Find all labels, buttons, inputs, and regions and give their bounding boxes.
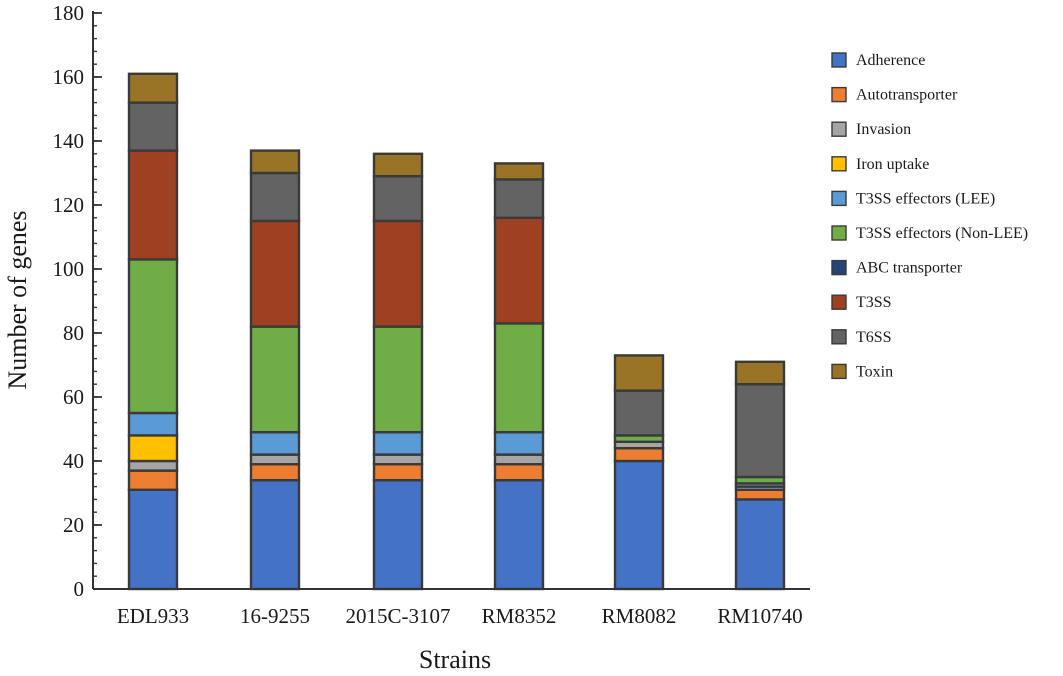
bar-segment xyxy=(613,447,665,463)
bar-segment xyxy=(372,453,424,466)
y-tick-label: 40 xyxy=(63,449,84,473)
bar-segment xyxy=(613,389,665,437)
y-tick-label: 0 xyxy=(74,577,85,601)
bar-segment xyxy=(372,174,424,223)
legend-swatch xyxy=(831,225,847,241)
x-tick-label: EDL933 xyxy=(117,604,189,628)
bar-segment xyxy=(127,459,179,472)
x-tick-label: RM10740 xyxy=(717,604,802,628)
y-tick-label: 140 xyxy=(53,129,85,153)
y-axis-title: Number of genes xyxy=(3,210,32,389)
y-tick-label: 60 xyxy=(63,385,84,409)
legend-swatch xyxy=(831,52,847,68)
y-tick-label: 180 xyxy=(53,1,85,25)
legend-label: Iron uptake xyxy=(856,156,929,173)
bar-segment xyxy=(493,178,545,219)
legend-label: T3SS xyxy=(856,294,892,311)
bar-segment xyxy=(127,469,179,492)
bar-segment xyxy=(249,219,301,328)
legend-swatch xyxy=(831,363,847,380)
y-tick-label: 100 xyxy=(53,257,85,281)
y-tick-label: 120 xyxy=(53,193,85,217)
x-axis: EDL933 16-9255 2015C-3107 RM8352 RM8082 RM107… xyxy=(93,588,810,628)
legend-label: T3SS effectors (Non-LEE) xyxy=(856,225,1028,242)
bar-segment xyxy=(613,459,665,591)
bar-segment xyxy=(493,216,545,325)
bar-segment xyxy=(127,149,179,261)
x-tick-label: 2015C-3107 xyxy=(346,604,451,628)
legend-swatch xyxy=(831,329,847,345)
legend-label: Invasion xyxy=(856,121,911,138)
bar-segment xyxy=(493,162,545,181)
legend-swatch xyxy=(831,121,847,137)
x-tick-label: RM8352 xyxy=(482,604,557,628)
bar-segment xyxy=(734,360,786,386)
x-tick-label: RM8082 xyxy=(602,604,677,628)
bar-segment xyxy=(249,149,301,175)
bar-segment xyxy=(249,431,301,456)
bar-segment xyxy=(127,72,179,104)
bar-segment xyxy=(127,411,179,437)
y-tick-label: 80 xyxy=(63,321,84,345)
bar-segment xyxy=(127,488,179,591)
bar-segment xyxy=(127,258,179,415)
legend-label: T6SS xyxy=(856,329,892,346)
bar-segment xyxy=(372,479,424,591)
bars-layer xyxy=(127,72,786,591)
bar-segment xyxy=(372,219,424,328)
legend-swatch xyxy=(831,86,847,103)
bar-segment xyxy=(493,463,545,482)
legend-swatch xyxy=(831,190,847,207)
bar-segment xyxy=(493,453,545,466)
legend-swatch xyxy=(831,294,847,310)
bar-segment xyxy=(249,171,301,223)
y-tick-label: 20 xyxy=(63,513,84,537)
x-tick-label: 16-9255 xyxy=(240,604,310,628)
legend: Adherence Autotransporter Invasion Iron upt… xyxy=(831,52,1028,380)
y-tick-label: 160 xyxy=(53,65,85,89)
bar-segment xyxy=(372,325,424,434)
legend-label: Adherence xyxy=(856,52,925,69)
bar-segment xyxy=(734,383,786,479)
x-axis-title: Strains xyxy=(419,645,491,674)
bar-segment xyxy=(613,354,665,392)
bar-segment xyxy=(493,431,545,456)
bar-segment xyxy=(127,101,179,152)
y-axis: 0 20 40 60 80 100 120 140 160 180 xyxy=(53,1,102,601)
bar-segment xyxy=(372,152,424,178)
bar-segment xyxy=(249,453,301,466)
bar-segment xyxy=(372,463,424,482)
bar-segment xyxy=(493,322,545,434)
legend-swatch xyxy=(831,156,847,172)
legend-label: T3SS effectors (LEE) xyxy=(856,190,995,207)
bar-segment xyxy=(734,498,786,591)
bar-segment xyxy=(249,479,301,591)
legend-swatch xyxy=(831,259,847,276)
bar-segment xyxy=(372,431,424,456)
bar-segment xyxy=(249,325,301,434)
legend-label: Autotransporter xyxy=(856,87,958,104)
legend-label: ABC transporter xyxy=(856,260,963,277)
bar-segment xyxy=(734,488,786,501)
bar-segment xyxy=(127,434,179,463)
bar-segment xyxy=(493,479,545,591)
legend-label: Toxin xyxy=(856,363,893,380)
bar-segment xyxy=(249,463,301,482)
